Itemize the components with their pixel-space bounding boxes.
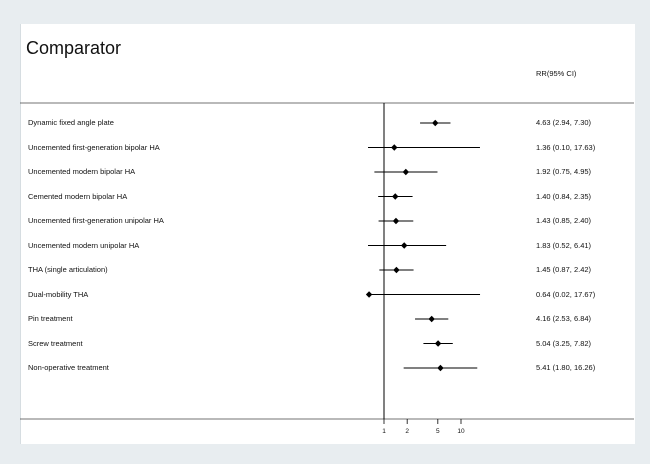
rr-ci-value: 4.63 (2.94, 7.30)	[536, 118, 592, 127]
rr-ci-value: 1.92 (0.75, 4.95)	[536, 167, 592, 176]
point-estimate-marker	[402, 168, 410, 176]
rr-ci-value: 5.04 (3.25, 7.82)	[536, 338, 592, 348]
row-label: Uncemented first-generation unipolar HA	[28, 216, 164, 225]
row-label: Non-operative treatment	[28, 363, 109, 372]
rr-ci-value: 1.45 (0.87, 2.42)	[536, 265, 592, 274]
point-estimate-marker	[392, 217, 400, 225]
point-estimate-marker	[437, 364, 444, 372]
x-tick-label: 2	[405, 428, 409, 435]
row-label: Cemented modern bipolar HA	[28, 191, 128, 201]
rr-ci-value: 5.41 (1.80, 16.26)	[536, 363, 596, 372]
row-label: Pin treatment	[28, 314, 73, 323]
rr-ci-value: 1.36 (0.10, 17.63)	[536, 142, 596, 152]
row-label: Uncemented modern bipolar HA	[28, 167, 136, 176]
rr-ci-value: 4.16 (2.53, 6.84)	[536, 314, 592, 323]
chart-title: Comparator	[26, 38, 122, 58]
point-estimate-marker	[428, 315, 435, 323]
row-label: Screw treatment	[28, 338, 83, 348]
rr-ci-value: 1.40 (0.84, 2.35)	[536, 191, 592, 201]
point-estimate-marker	[434, 340, 442, 347]
rr-column-header: RR(95% CI)	[536, 69, 577, 78]
rr-ci-value: 0.64 (0.02, 17.67)	[536, 289, 596, 299]
x-tick-label: 10	[457, 428, 465, 435]
point-estimate-marker	[365, 291, 373, 298]
point-estimate-marker	[432, 119, 439, 127]
rr-ci-value: 1.83 (0.52, 6.41)	[536, 240, 592, 250]
row-label: THA (single articulation)	[28, 265, 108, 274]
plot-panel	[20, 24, 635, 444]
point-estimate-marker	[391, 144, 398, 151]
point-estimate-marker	[401, 242, 408, 249]
row-label: Uncemented first-generation bipolar HA	[28, 142, 160, 152]
x-tick-label: 5	[436, 428, 440, 435]
rr-ci-value: 1.43 (0.85, 2.40)	[536, 216, 592, 225]
x-tick-label: 1	[382, 428, 386, 435]
row-label: Dynamic fixed angle plate	[28, 118, 114, 127]
row-label: Uncemented modern unipolar HA	[28, 240, 140, 250]
row-label: Dual-mobility THA	[28, 289, 89, 299]
point-estimate-marker	[392, 193, 399, 200]
point-estimate-marker	[393, 266, 400, 274]
